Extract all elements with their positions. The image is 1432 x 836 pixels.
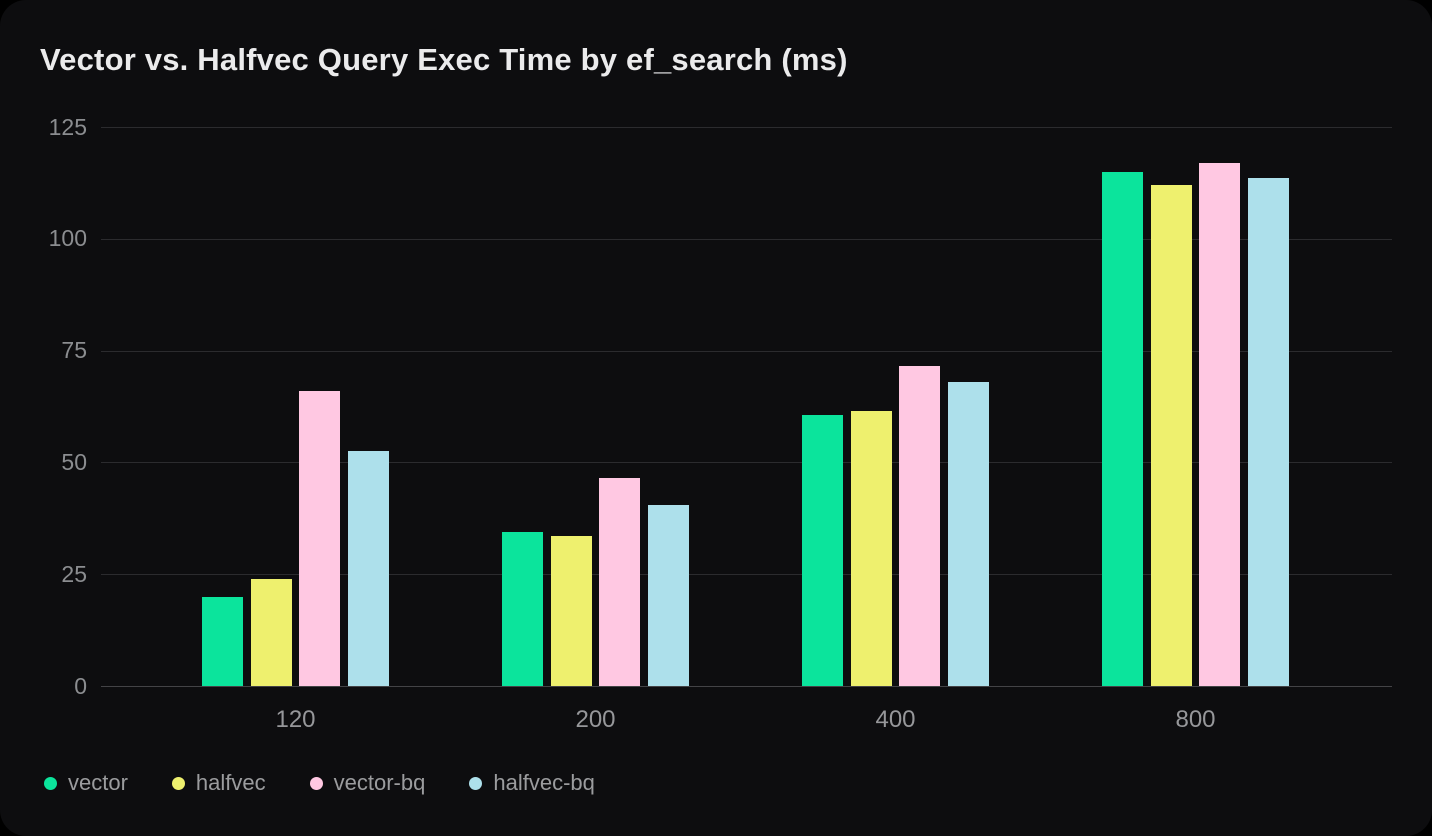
legend-dot-vector-bq [309,776,323,790]
gridline-y-75 [101,350,1392,352]
y-axis-tick-label-0: 0 [74,672,87,699]
bar-vector-120[interactable] [202,596,244,686]
bar-vector-800[interactable] [1102,171,1144,686]
y-axis-tick-label-75: 75 [61,337,87,364]
legend-dot-vector [44,776,57,790]
gridline-y-0 [101,686,1392,687]
legend-dot-halfvec [171,776,185,790]
x-axis-tick-label-120: 120 [275,706,316,733]
bar-vector-200[interactable] [502,531,544,686]
legend-label-vector-bq: vector-bq [333,770,426,795]
bar-halfvec-bq-120[interactable] [347,451,389,686]
x-axis-tick-label-800: 800 [1175,706,1216,733]
y-axis-tick-label-100: 100 [48,225,87,252]
bar-halfvec-400[interactable] [850,410,892,686]
gridline-y-25 [101,574,1392,576]
gridline-y-125 [101,127,1392,128]
legend-label-halfvec: halfvec [195,770,266,795]
chart-title: Vector vs. Halfvec Query Exec Time by ef… [40,42,848,77]
x-axis-tick-label-400: 400 [875,706,916,733]
x-axis-tick-label-200: 200 [575,706,616,733]
legend-label-vector: vector [68,770,128,795]
chart-legend: vector halfvec vector-bq halfvec-bq [44,770,595,796]
y-axis-tick-label-50: 50 [61,448,87,475]
legend-item-vector-bq[interactable]: vector-bq [309,770,426,796]
bar-halfvec-bq-200[interactable] [647,504,689,686]
legend-item-vector[interactable]: vector [44,770,128,796]
legend-dot-halfvec-bq [469,776,483,790]
gridline-y-50 [101,462,1392,464]
bar-vector-bq-400[interactable] [899,366,941,686]
gridline-y-100 [101,238,1392,240]
bar-halfvec-bq-800[interactable] [1247,178,1289,686]
bar-vector-bq-120[interactable] [299,390,341,686]
bar-halfvec-120[interactable] [250,578,292,686]
bar-halfvec-bq-400[interactable] [947,381,989,686]
legend-item-halfvec-bq[interactable]: halfvec-bq [469,770,595,796]
y-axis-tick-label-25: 25 [61,560,87,587]
bar-halfvec-200[interactable] [550,536,592,686]
bar-vector-bq-800[interactable] [1199,162,1241,686]
legend-item-halfvec[interactable]: halfvec [171,770,266,796]
bar-vector-400[interactable] [802,415,844,686]
bar-vector-bq-200[interactable] [599,478,641,686]
y-axis-tick-label-125: 125 [48,113,87,140]
bar-halfvec-800[interactable] [1150,185,1192,686]
legend-label-halfvec-bq: halfvec-bq [493,770,595,795]
